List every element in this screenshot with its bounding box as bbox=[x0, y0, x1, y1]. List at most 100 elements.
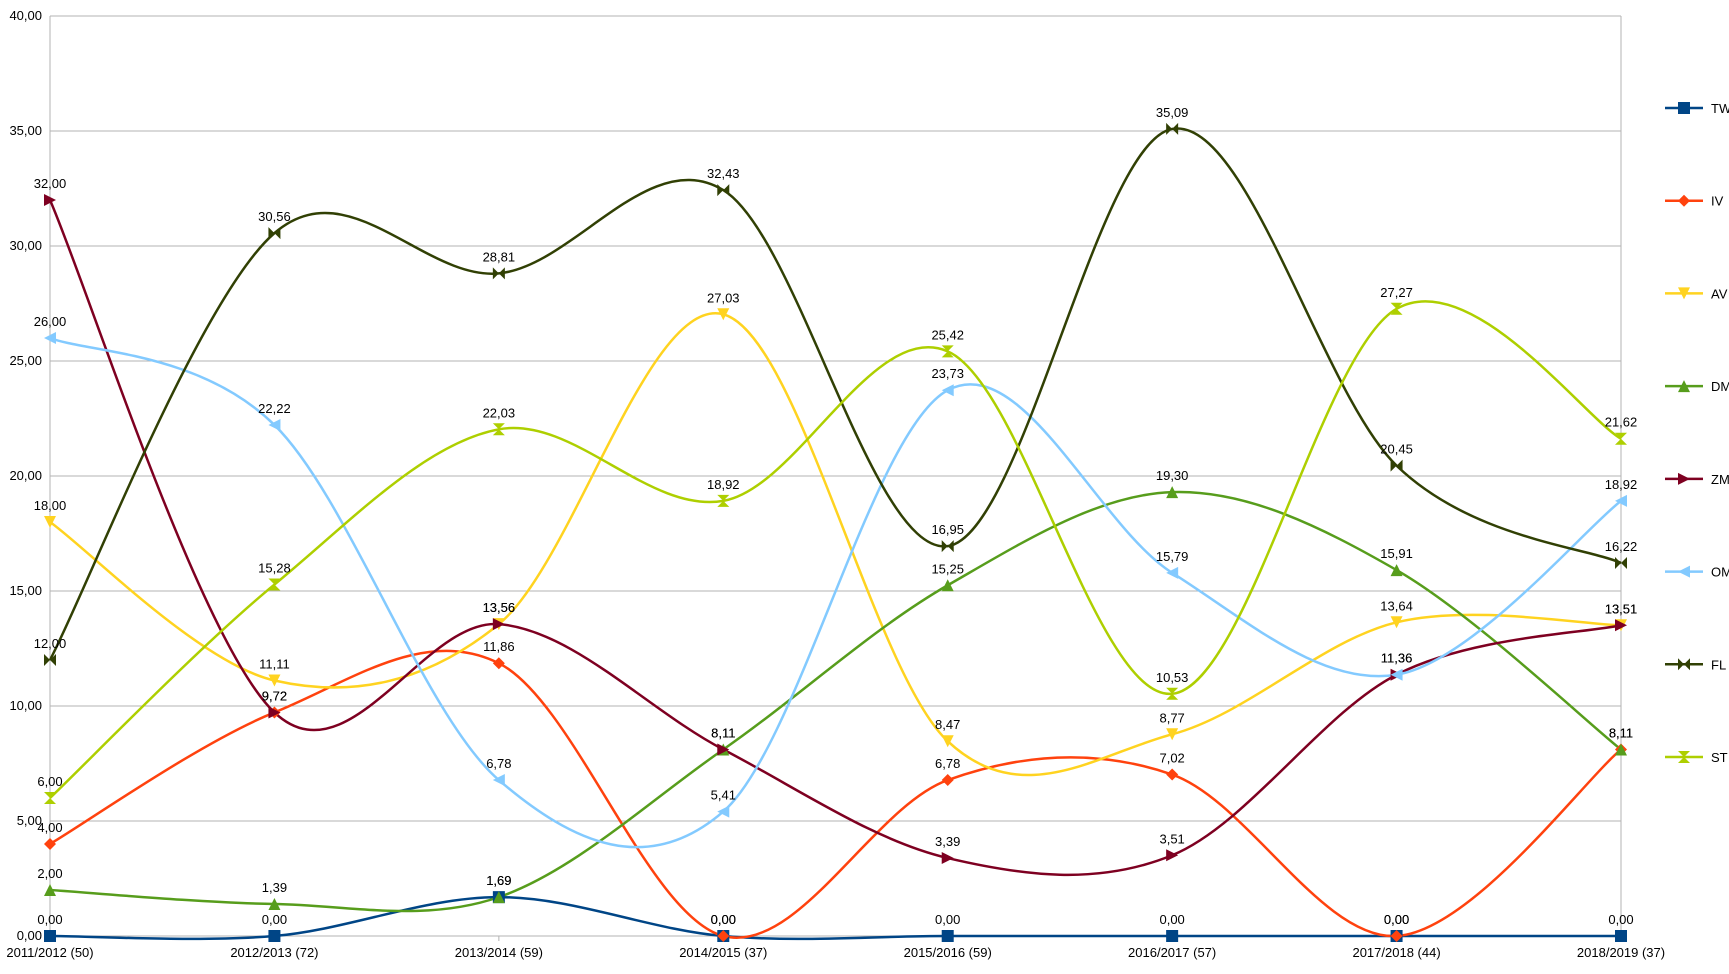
data-point-fl bbox=[1615, 556, 1627, 569]
data-label-dm: 8,11 bbox=[711, 725, 735, 740]
legend-marker-om bbox=[1678, 565, 1690, 578]
y-tick-label: 40,00 bbox=[9, 8, 42, 23]
data-label-st: 27,27 bbox=[1380, 285, 1413, 300]
data-point-fl bbox=[717, 184, 730, 197]
legend-marker-iv bbox=[1678, 194, 1690, 207]
data-point-fl bbox=[1390, 459, 1403, 472]
data-point-dm bbox=[1615, 743, 1627, 756]
x-tick-label: 2015/2016 (59) bbox=[904, 945, 992, 960]
data-label-fl: 35,09 bbox=[1156, 105, 1189, 120]
data-point-zm bbox=[44, 194, 56, 206]
legend-label-zm: ZM bbox=[1711, 472, 1729, 487]
data-label-zm: 13,51 bbox=[1605, 601, 1638, 616]
x-tick-label: 2018/2019 (37) bbox=[1577, 945, 1665, 960]
series-line-dm bbox=[49, 490, 1622, 913]
data-point-av bbox=[44, 516, 56, 528]
grid bbox=[50, 15, 1621, 937]
data-label-fl: 16,22 bbox=[1605, 539, 1638, 554]
data-point-dm bbox=[44, 884, 56, 896]
data-point-av bbox=[717, 308, 730, 321]
data-label-av: 13,56 bbox=[483, 600, 516, 615]
data-label-zm: 3,51 bbox=[1159, 831, 1184, 846]
data-point-st bbox=[941, 345, 954, 358]
data-label-st: 25,42 bbox=[931, 327, 964, 342]
data-label-st: 18,92 bbox=[707, 477, 740, 492]
legend-label-iv: IV bbox=[1711, 194, 1724, 209]
data-label-st: 15,28 bbox=[258, 561, 291, 576]
data-label-zm: 8,11 bbox=[711, 725, 735, 740]
data-label-tw: 0,00 bbox=[37, 912, 62, 927]
y-tick-label: 0,00 bbox=[17, 928, 42, 943]
series-line-om bbox=[49, 336, 1622, 849]
data-label-iv: 0,00 bbox=[1384, 912, 1409, 927]
data-point-om bbox=[941, 384, 954, 397]
data-label-dm: 15,91 bbox=[1380, 546, 1413, 561]
x-tick-label: 2014/2015 (37) bbox=[679, 945, 767, 960]
data-label-tw: 0,00 bbox=[1159, 912, 1184, 927]
data-point-iv bbox=[941, 774, 954, 787]
data-label-iv: 9,72 bbox=[262, 688, 287, 703]
data-point-dm bbox=[492, 891, 505, 904]
data-label-fl: 12,00 bbox=[34, 636, 67, 651]
series-lines bbox=[48, 127, 1622, 941]
data-label-tw: 1,69 bbox=[486, 873, 511, 888]
data-label-om: 6,78 bbox=[486, 756, 511, 771]
legend-marker-st bbox=[1678, 751, 1690, 763]
data-point-st bbox=[1615, 432, 1627, 445]
data-point-om bbox=[492, 774, 505, 787]
legend-label-tw: TW bbox=[1711, 101, 1729, 116]
data-point-av bbox=[1390, 616, 1403, 629]
data-label-om: 15,79 bbox=[1156, 549, 1189, 564]
data-point-av bbox=[1166, 728, 1179, 741]
data-label-zm: 11,36 bbox=[1381, 651, 1413, 666]
data-label-iv: 7,02 bbox=[1159, 751, 1184, 766]
data-label-fl: 20,45 bbox=[1380, 442, 1413, 457]
series-line-av bbox=[49, 312, 1622, 777]
y-tick-label: 10,00 bbox=[9, 698, 42, 713]
data-point-iv bbox=[1390, 930, 1403, 942]
data-label-iv: 0,00 bbox=[711, 912, 736, 927]
data-point-zm bbox=[1615, 619, 1627, 632]
data-label-st: 21,62 bbox=[1605, 415, 1638, 430]
x-tick-label: 2012/2013 (72) bbox=[230, 945, 318, 960]
series-markers bbox=[44, 122, 1627, 942]
data-point-iv bbox=[717, 930, 730, 942]
data-point-dm bbox=[941, 579, 954, 592]
data-label-av: 8,77 bbox=[1159, 710, 1184, 725]
legend-marker-fl bbox=[1678, 658, 1690, 671]
data-label-tw: 0,00 bbox=[935, 912, 960, 927]
y-tick-label: 5,00 bbox=[17, 813, 42, 828]
data-label-tw: 0,00 bbox=[1608, 912, 1633, 927]
legend-label-fl: FL bbox=[1711, 657, 1726, 672]
legend-label-av: AV bbox=[1711, 286, 1728, 301]
data-label-st: 22,03 bbox=[483, 405, 516, 420]
data-labels: 0,00 0,00 1,69 0,00 0,00 0,00 0,00 0,00 4,00 9,72… bbox=[34, 105, 1638, 927]
data-point-st bbox=[717, 494, 730, 507]
x-tick-label: 2011/2012 (50) bbox=[6, 945, 93, 960]
data-label-iv: 8,11 bbox=[1609, 725, 1633, 740]
legend-marker-dm bbox=[1678, 380, 1690, 393]
data-point-fl bbox=[1166, 122, 1179, 135]
data-point-zm bbox=[717, 743, 730, 756]
legend-label-om: OM bbox=[1711, 565, 1729, 580]
data-label-iv: 11,86 bbox=[483, 639, 515, 654]
data-label-tw: 0,00 bbox=[1384, 912, 1409, 927]
data-point-iv bbox=[492, 657, 505, 670]
legend-marker-zm bbox=[1678, 472, 1690, 485]
data-point-om bbox=[717, 805, 730, 818]
data-point-st bbox=[1166, 687, 1179, 700]
data-point-om bbox=[268, 418, 281, 431]
data-label-fl: 30,56 bbox=[258, 209, 291, 224]
data-point-zm bbox=[268, 706, 281, 719]
y-tick-label: 15,00 bbox=[9, 583, 42, 598]
data-point-st bbox=[268, 578, 281, 591]
data-point-dm bbox=[1166, 486, 1179, 499]
series-line-fl bbox=[48, 127, 1622, 661]
data-point-iv bbox=[44, 838, 56, 850]
data-point-zm bbox=[492, 618, 505, 631]
data-label-fl: 28,81 bbox=[483, 249, 516, 264]
data-point-dm bbox=[268, 898, 281, 911]
data-label-om: 18,92 bbox=[1605, 477, 1638, 492]
y-tick-label: 25,00 bbox=[9, 353, 42, 368]
